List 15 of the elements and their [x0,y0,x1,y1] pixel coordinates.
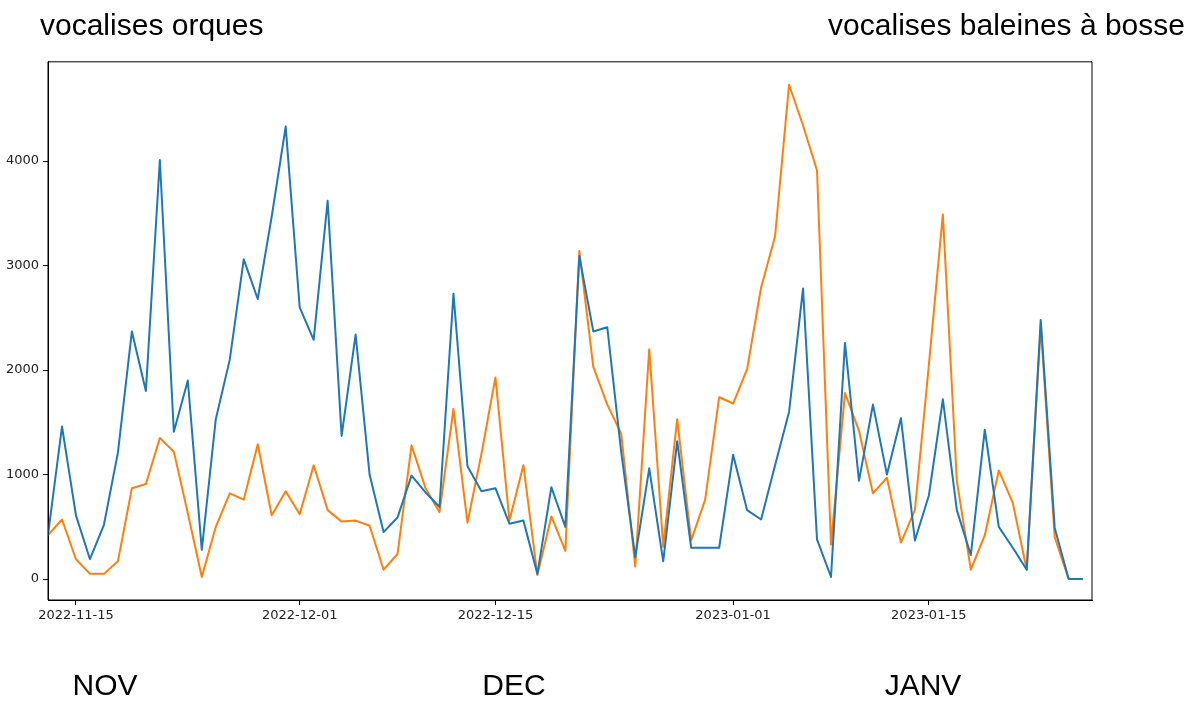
x-tick-label: 2022-12-01 [261,607,338,623]
y-tick-label: 2000 [5,361,39,377]
y-tick-label: 0 [30,570,39,586]
text: DEC [482,668,546,702]
series-label: vocalises baleines à bosse [828,8,1185,43]
y-tick-label: 4000 [5,152,39,168]
text: NOV [72,668,138,702]
y-tick-label: 1000 [5,465,39,481]
x-tick-label: 2022-11-15 [38,607,114,623]
x-tick-label: 2022-12-15 [457,607,534,623]
x-tick-label: 2023-01-01 [695,607,771,623]
text: JANV [884,668,962,702]
text: vocalises orques [40,8,264,43]
x-tick-label: 2023-01-15 [891,607,967,623]
y-tick-label: 3000 [5,256,39,272]
